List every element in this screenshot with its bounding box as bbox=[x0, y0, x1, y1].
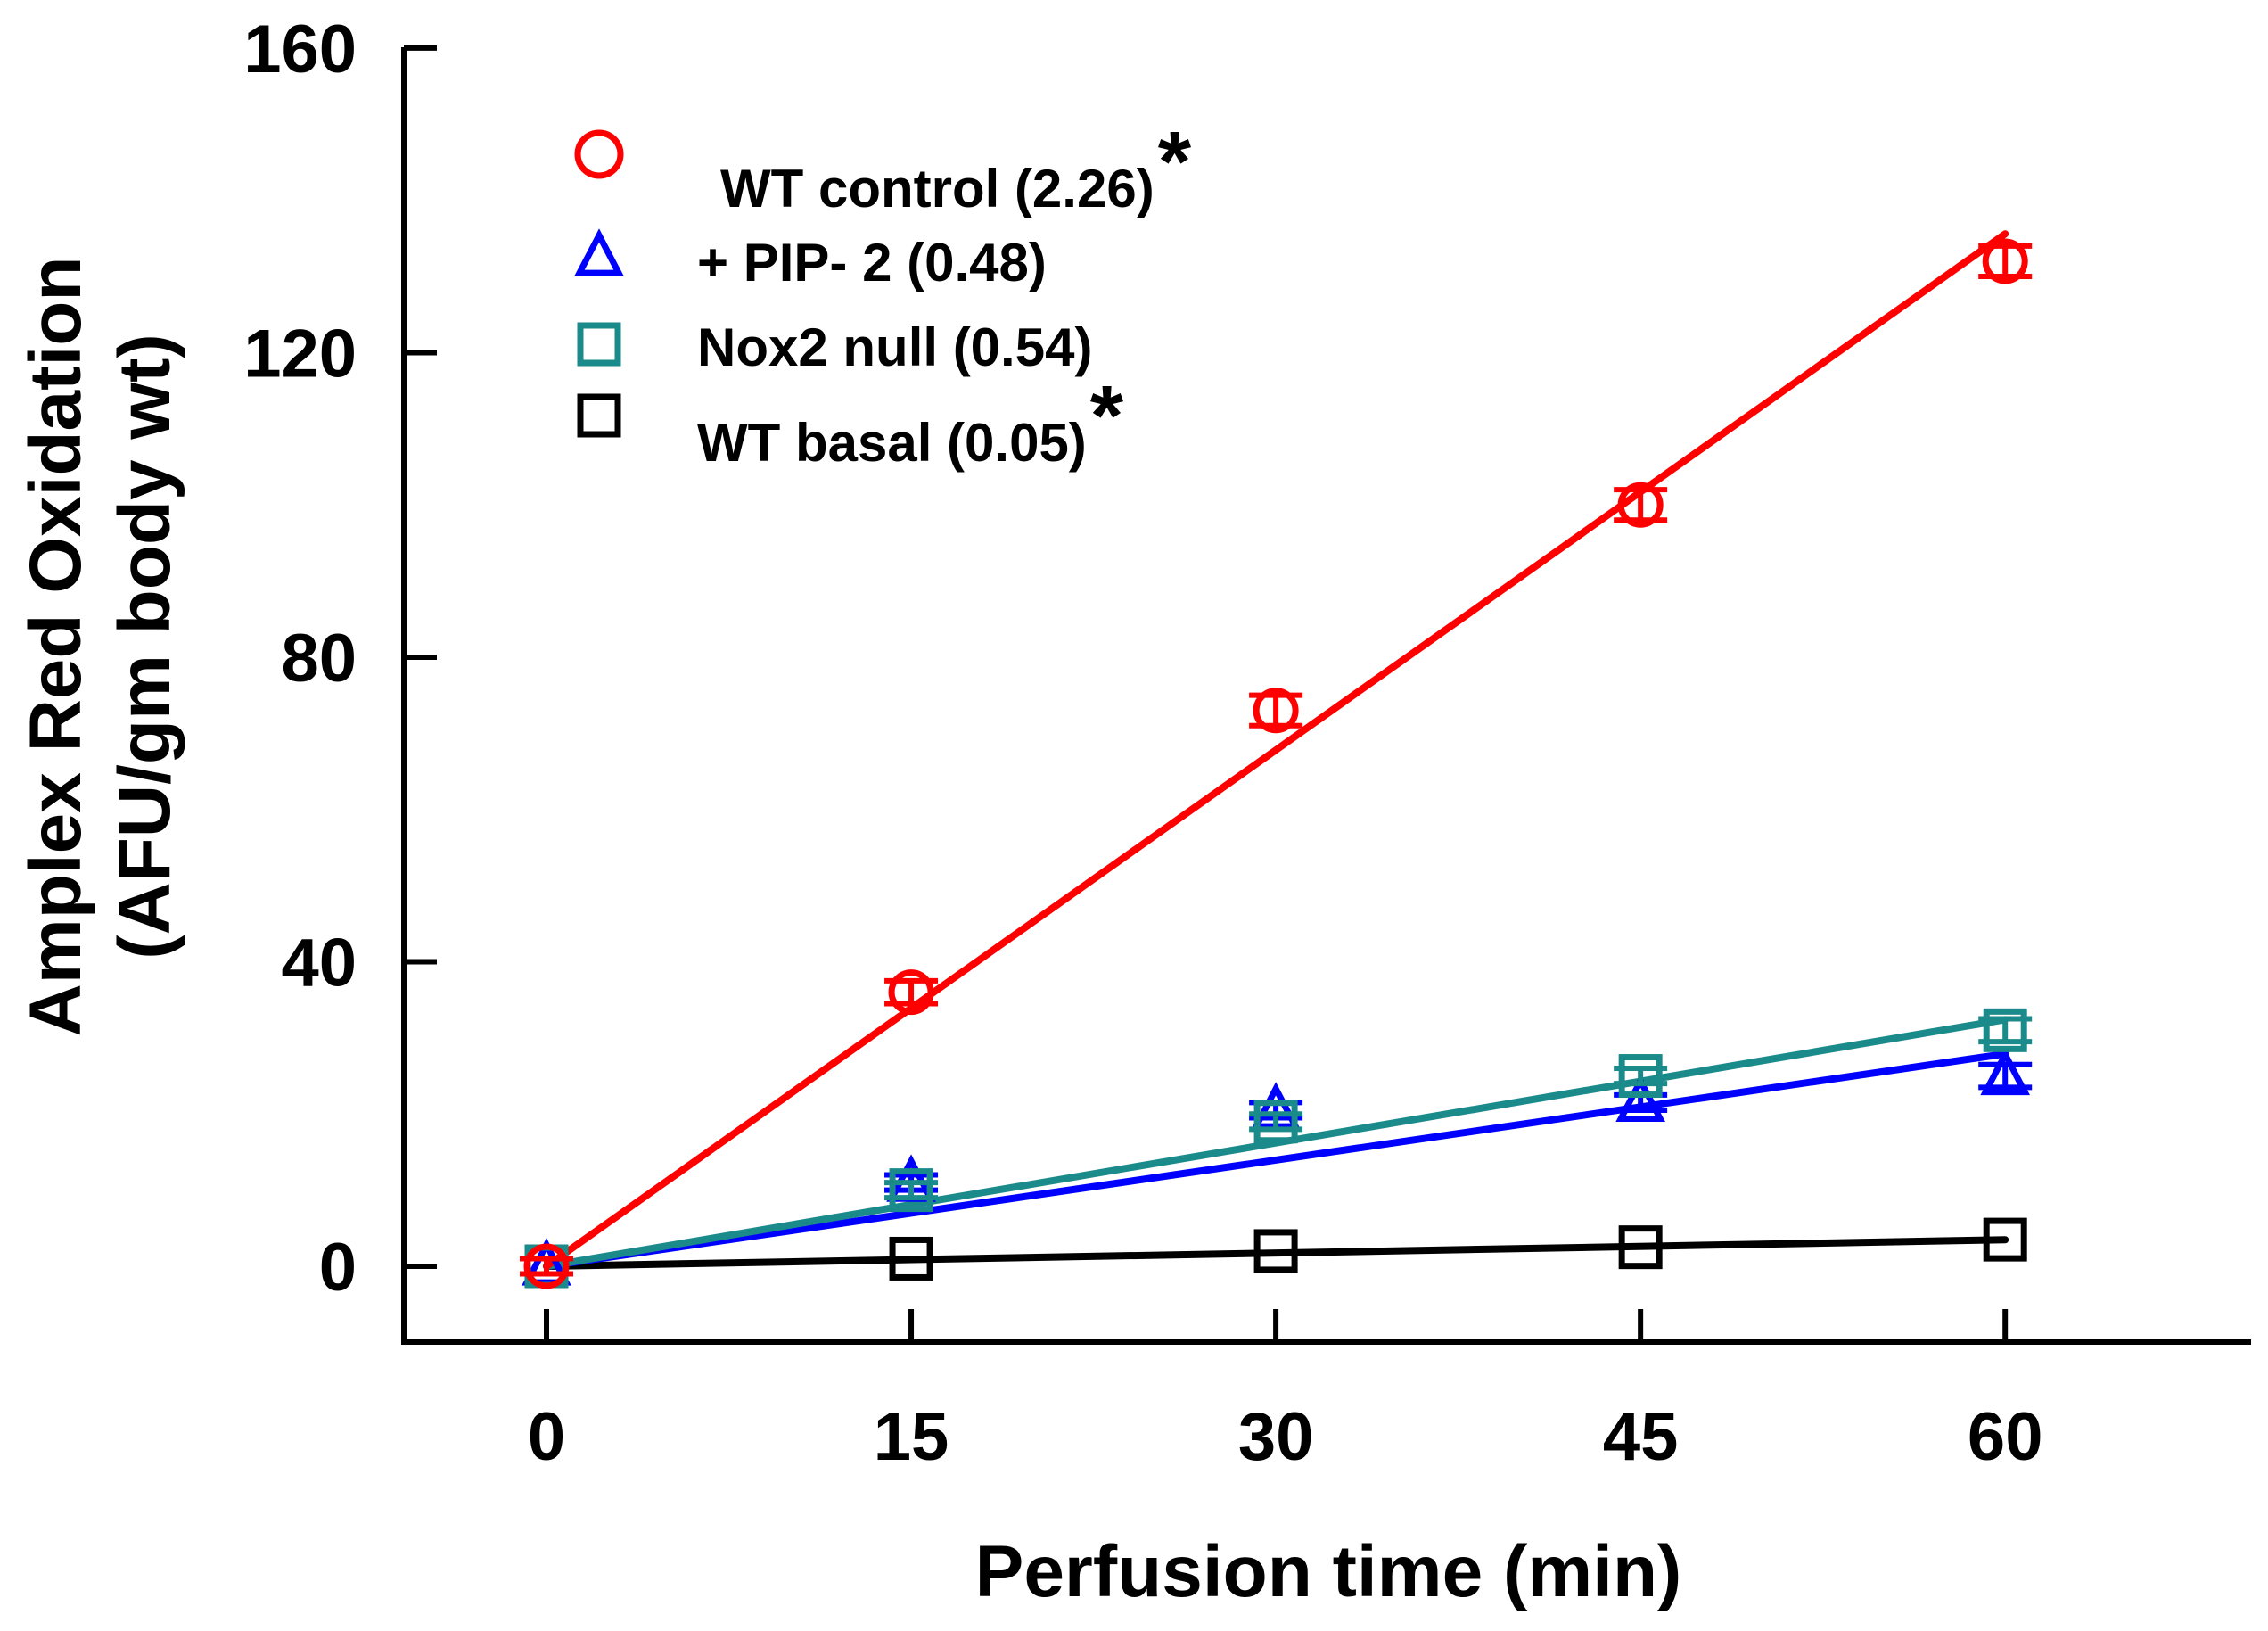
y-axis-title: Amplex Red Oxidation (AFU/gm body wt) bbox=[15, 257, 185, 1037]
legend-item: + PIP- 2 (0.48) bbox=[574, 228, 1047, 292]
axes: 0 40 80 120 160 0 15 30 45 60 bbox=[243, 12, 2251, 1475]
significance-star: * bbox=[1158, 114, 1192, 210]
error-bar-wt-control-2-26 bbox=[1249, 692, 1303, 729]
markers bbox=[520, 238, 2033, 1289]
data-point-wt-control-2-26 bbox=[1253, 688, 1299, 734]
legend-item: WT control (2.26) * bbox=[574, 114, 1192, 218]
data-point-wt-basal-0-05 bbox=[1253, 1229, 1298, 1273]
x-tick-label: 60 bbox=[1968, 1399, 2043, 1475]
error-bar-wt-control-2-26 bbox=[1978, 243, 2033, 280]
y-tick-label: 80 bbox=[281, 621, 357, 696]
data-point-nox2-null-0-54 bbox=[889, 1168, 933, 1213]
data-point-wt-control-2-26 bbox=[523, 1243, 570, 1289]
legend-marker-circle bbox=[574, 129, 624, 179]
legend: WT control (2.26) *+ PIP- 2 (0.48)Nox2 nu… bbox=[574, 114, 1192, 473]
data-point-wt-basal-0-05 bbox=[1618, 1225, 1663, 1270]
y-axis-title-line2: (AFU/gm body wt) bbox=[104, 334, 185, 959]
x-tick-label: 15 bbox=[874, 1399, 949, 1475]
data-point-pip-2-0-48 bbox=[1615, 1074, 1665, 1123]
data-point-wt-control-2-26 bbox=[888, 969, 934, 1016]
fit-line-wt-control-2-26 bbox=[543, 230, 2009, 1270]
legend-marker-square bbox=[577, 322, 621, 367]
y-tick-label: 160 bbox=[243, 12, 357, 87]
legend-label: WT control (2.26) bbox=[720, 159, 1155, 218]
legend-item: Nox2 null (0.54) bbox=[577, 317, 1092, 377]
significance-star: * bbox=[1090, 368, 1124, 464]
data-point-nox2-null-0-54 bbox=[1618, 1054, 1663, 1099]
fit-line-pip-2-0-48 bbox=[543, 1050, 2009, 1270]
data-point-wt-control-2-26 bbox=[1982, 238, 2028, 284]
legend-item: WT basal (0.05) * bbox=[577, 368, 1124, 473]
y-ticks: 0 40 80 120 160 bbox=[243, 12, 437, 1306]
y-tick-label: 0 bbox=[319, 1230, 357, 1306]
data-point-pip-2-0-48 bbox=[1980, 1047, 2031, 1096]
fit-line-wt-basal-0-05 bbox=[543, 1236, 2009, 1270]
data-point-nox2-null-0-54 bbox=[1983, 1008, 2027, 1052]
y-axis-title-line1: Amplex Red Oxidation bbox=[15, 257, 96, 1037]
x-axis-title: Perfusion time (min) bbox=[975, 1531, 1682, 1612]
legend-marker-triangle bbox=[574, 228, 624, 276]
x-tick-label: 30 bbox=[1238, 1399, 1314, 1475]
error-bar-wt-control-2-26 bbox=[1614, 487, 1668, 523]
x-tick-label: 45 bbox=[1603, 1399, 1679, 1475]
data-point-wt-basal-0-05 bbox=[889, 1236, 933, 1281]
data-point-nox2-null-0-54 bbox=[1253, 1100, 1298, 1144]
legend-label: + PIP- 2 (0.48) bbox=[697, 233, 1047, 292]
y-tick-label: 120 bbox=[243, 316, 357, 391]
data-point-wt-basal-0-05 bbox=[1983, 1217, 2027, 1262]
legend-label: Nox2 null (0.54) bbox=[697, 317, 1092, 377]
x-ticks: 0 15 30 45 60 bbox=[528, 1309, 2043, 1475]
x-tick-label: 0 bbox=[528, 1399, 565, 1475]
legend-label: WT basal (0.05) bbox=[697, 413, 1087, 473]
legend-marker-square bbox=[577, 393, 621, 438]
y-tick-label: 40 bbox=[281, 925, 357, 1001]
data-point-wt-control-2-26 bbox=[1617, 482, 1664, 528]
